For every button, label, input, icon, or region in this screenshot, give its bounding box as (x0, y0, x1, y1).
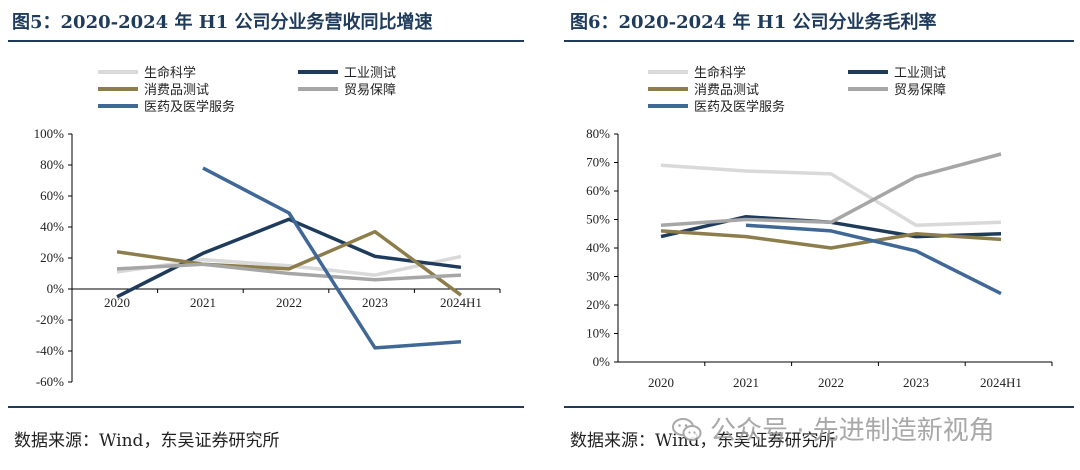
legend-item-e6b688e8b4b9e59381e6b58be8af95: 消费品测试 (98, 83, 209, 98)
legend-item-e58cbbe88dafe58f8ae58cbbe5ada6e69c8de58aa1: 医药及医学服务 (98, 99, 235, 115)
legend-label: 生命科学 (144, 65, 196, 81)
legend-item-e7949fe591bde7a791e5ada6: 生命科学 (98, 65, 196, 81)
right-chart-panel: 图6：2020-2024 年 H1 公司分业务毛利率 生命科学 工业测试消费品测试… (556, 0, 1080, 470)
y-tick-label: 80% (40, 157, 64, 172)
left-source-rule (8, 406, 524, 408)
legend-label: 消费品测试 (694, 83, 759, 98)
y-tick-label: 0% (47, 281, 65, 296)
x-tick-label: 2022 (818, 375, 844, 390)
watermark-text: 公众号 · 先进制造新视角 (710, 416, 995, 446)
x-tick-label: 2023 (362, 295, 388, 310)
y-tick-label: 40% (40, 219, 64, 234)
series-line-e7949fe591bde7a791e5ada6 (660, 163, 1002, 227)
y-tick-label: 70% (586, 155, 610, 170)
left-title-rule (8, 40, 524, 42)
y-tick-label: 60% (586, 183, 610, 198)
x-tick-label: 2024H1 (980, 375, 1022, 390)
y-tick-label: 20% (586, 297, 610, 312)
series-line-e8b4b8e69893e4bf9de99a9c (116, 262, 462, 282)
x-tick-label: 2021 (190, 295, 216, 310)
x-tick-label: 2024H1 (440, 295, 482, 310)
y-tick-label: 0% (593, 354, 611, 369)
x-tick-label: 2020 (104, 295, 130, 310)
legend-label: 工业测试 (894, 66, 946, 81)
y-tick-label: -60% (36, 374, 64, 389)
x-tick-label: 2020 (648, 375, 674, 390)
right-source-rule (564, 406, 1074, 408)
legend-label: 生命科学 (694, 65, 746, 81)
left-chart-panel: 图5：2020-2024 年 H1 公司分业务营收同比增速 生命科学 工业测试消费… (0, 0, 530, 470)
y-tick-label: 40% (586, 240, 610, 255)
legend-item-e8b4b8e69893e4bf9de99a9c: 贸易保障 (298, 83, 396, 98)
legend-item-e5b7a5e4b89ae6b58be8af95: 工业测试 (848, 66, 946, 81)
x-tick-label: 2021 (733, 375, 759, 390)
x-tick-label: 2023 (903, 375, 929, 390)
y-tick-label: 100% (34, 126, 65, 141)
watermark: 公众号 · 先进制造新视角 (672, 410, 995, 447)
legend-label: 消费品测试 (144, 83, 209, 98)
y-tick-label: -20% (36, 312, 64, 327)
legend-item-e6b688e8b4b9e59381e6b58be8af95: 消费品测试 (648, 83, 759, 98)
legend-item-e58cbbe88dafe58f8ae58cbbe5ada6e69c8de58aa1: 医药及医学服务 (648, 99, 785, 115)
series-line-e6b688e8b4b9e59381e6b58be8af95 (660, 229, 1002, 250)
legend-item-e7949fe591bde7a791e5ada6: 生命科学 (648, 65, 746, 81)
series-line-e6b688e8b4b9e59381e6b58be8af95 (116, 229, 463, 297)
legend-label: 工业测试 (344, 66, 396, 81)
legend-label: 贸易保障 (894, 83, 946, 98)
series-line-e7949fe591bde7a791e5ada6 (116, 254, 462, 277)
legend-label: 医药及医学服务 (694, 99, 785, 115)
series-line-e58cbbe88dafe58f8ae58cbbe5ada6e69c8de58aa1 (745, 223, 1002, 296)
series-line-e5b7a5e4b89ae6b58be8af95 (116, 217, 462, 299)
legend-label: 贸易保障 (344, 83, 396, 98)
right-title-rule (564, 40, 1074, 42)
y-tick-label: 10% (586, 326, 610, 341)
legend-item-e8b4b8e69893e4bf9de99a9c: 贸易保障 (848, 83, 946, 98)
x-tick-label: 2022 (276, 295, 302, 310)
right-chart-title: 图6：2020-2024 年 H1 公司分业务毛利率 (570, 12, 937, 33)
y-tick-label: 20% (40, 250, 64, 265)
left-source-note: 数据来源：Wind，东吴证券研究所 (14, 431, 280, 451)
series-line-e58cbbe88dafe58f8ae58cbbe5ada6e69c8de58aa1 (202, 166, 462, 350)
legend-item-e5b7a5e4b89ae6b58be8af95: 工业测试 (298, 66, 396, 81)
wechat-icon (672, 418, 702, 441)
right-source-note: 数据来源：Wind，东吴证券研究所 (570, 431, 836, 451)
y-tick-label: -40% (36, 343, 64, 358)
y-tick-label: 80% (586, 126, 610, 141)
y-tick-label: 60% (40, 188, 64, 203)
legend-label: 医药及医学服务 (144, 99, 235, 115)
y-tick-label: 30% (586, 269, 610, 284)
left-chart-title: 图5：2020-2024 年 H1 公司分业务营收同比增速 (12, 12, 433, 33)
y-tick-label: 50% (586, 212, 610, 227)
series-line-e8b4b8e69893e4bf9de99a9c (660, 152, 1002, 227)
